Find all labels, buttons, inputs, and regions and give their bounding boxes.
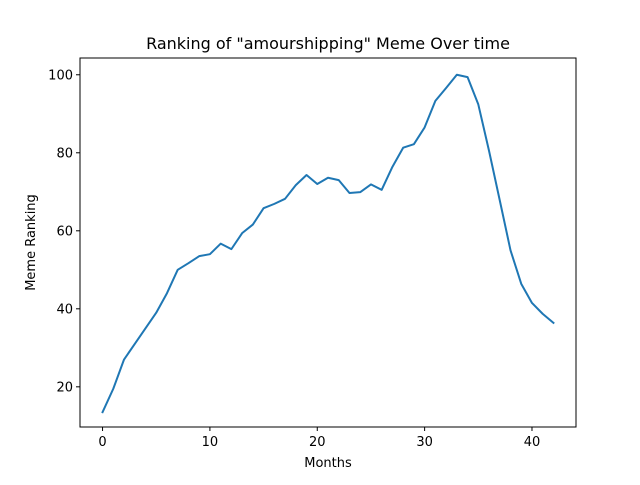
plot-area — [79, 57, 577, 428]
y-tick-label: 80 — [56, 146, 73, 161]
x-tick-label: 10 — [202, 435, 219, 450]
y-tick-label: 20 — [56, 380, 73, 395]
chart-title: Ranking of "amourshipping" Meme Over tim… — [146, 34, 510, 53]
y-tick-label: 40 — [56, 302, 73, 317]
y-axis-label: Meme Ranking — [24, 194, 39, 291]
series-line — [101, 73, 555, 414]
series-layer — [101, 73, 555, 414]
y-tick-label: 100 — [48, 68, 73, 83]
x-tick-label: 40 — [524, 435, 541, 450]
x-tick-label: 0 — [98, 435, 106, 450]
y-axis: 20 40 60 80 100 — [48, 68, 80, 395]
x-tick-label: 30 — [416, 435, 433, 450]
x-tick-label: 20 — [309, 435, 326, 450]
x-axis-label: Months — [304, 456, 352, 471]
y-tick-label: 60 — [56, 224, 73, 239]
x-axis: 0 10 20 30 40 — [98, 427, 540, 450]
